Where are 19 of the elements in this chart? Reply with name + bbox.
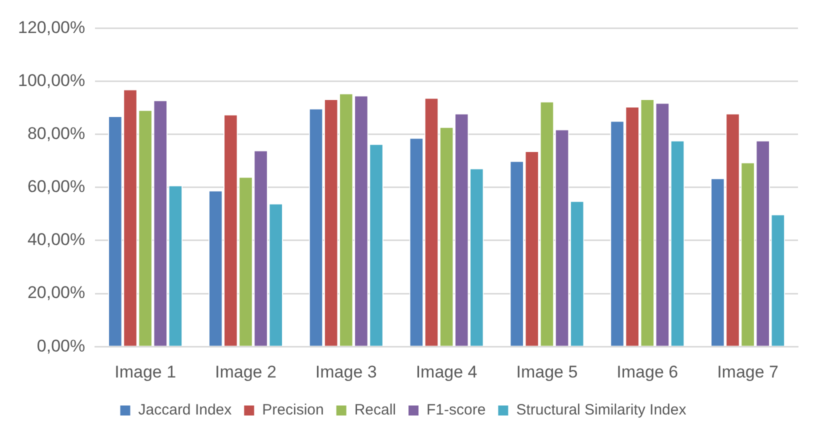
legend-label: Jaccard Index — [138, 402, 232, 419]
y-tick-label: 80,00% — [27, 124, 86, 144]
x-tick-label: Image 4 — [416, 362, 478, 382]
x-tick-label: Image 5 — [516, 362, 578, 382]
legend-label: Structural Similarity Index — [516, 402, 687, 419]
y-tick-label: 120,00% — [18, 18, 86, 37]
y-tick-label: 100,00% — [18, 70, 86, 90]
y-tick-label: 20,00% — [27, 283, 86, 302]
y-tick-label: 0,00% — [36, 336, 86, 356]
y-tick-label: 40,00% — [27, 230, 86, 250]
x-tick-label: Image 2 — [215, 362, 276, 382]
y-tick-label: 60,00% — [27, 177, 86, 196]
legend-label: Precision — [262, 402, 324, 419]
x-tick-label: Image 7 — [717, 362, 779, 382]
x-tick-label: Image 6 — [616, 362, 678, 382]
legend-label: F1-score — [426, 402, 486, 419]
legend-label: Recall — [354, 402, 396, 419]
x-tick-label: Image 1 — [114, 362, 176, 382]
x-tick-label: Image 3 — [315, 362, 377, 382]
